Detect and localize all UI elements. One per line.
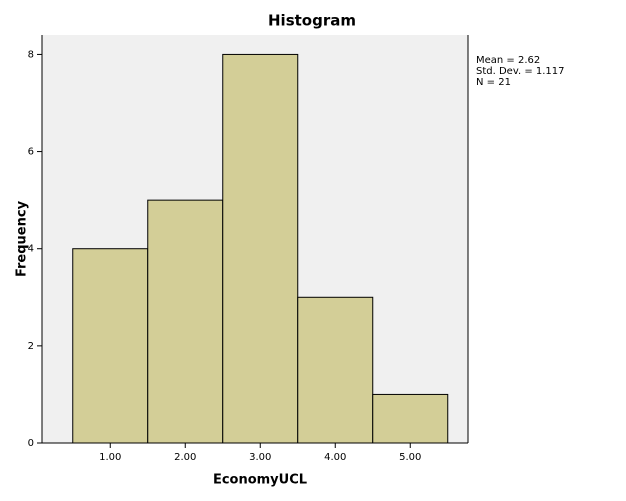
y-tick-label: 8	[28, 49, 34, 60]
bar	[297, 296, 374, 444]
stats-annotation: Std. Dev. = 1.117	[476, 66, 565, 77]
y-tick-label: 4	[28, 244, 34, 255]
y-axis-label: Frequency	[15, 200, 30, 277]
chart-title: Histogram	[268, 12, 356, 30]
x-tick-label: 5.00	[399, 452, 421, 463]
x-tick-label: 4.00	[324, 452, 346, 463]
y-tick-label: 2	[28, 341, 34, 352]
bar	[222, 53, 299, 444]
stats-annotation: N = 21	[476, 77, 511, 88]
x-tick-label: 2.00	[174, 452, 196, 463]
bar	[72, 248, 149, 444]
bar	[147, 199, 224, 444]
y-tick-label: 0	[28, 438, 34, 449]
bar	[372, 393, 449, 444]
stats-annotation: Mean = 2.62	[476, 55, 540, 66]
y-tick-label: 6	[28, 147, 34, 158]
x-axis-label: EconomyUCL	[213, 473, 307, 488]
x-tick-label: 3.00	[249, 452, 271, 463]
x-tick-label: 1.00	[99, 452, 121, 463]
